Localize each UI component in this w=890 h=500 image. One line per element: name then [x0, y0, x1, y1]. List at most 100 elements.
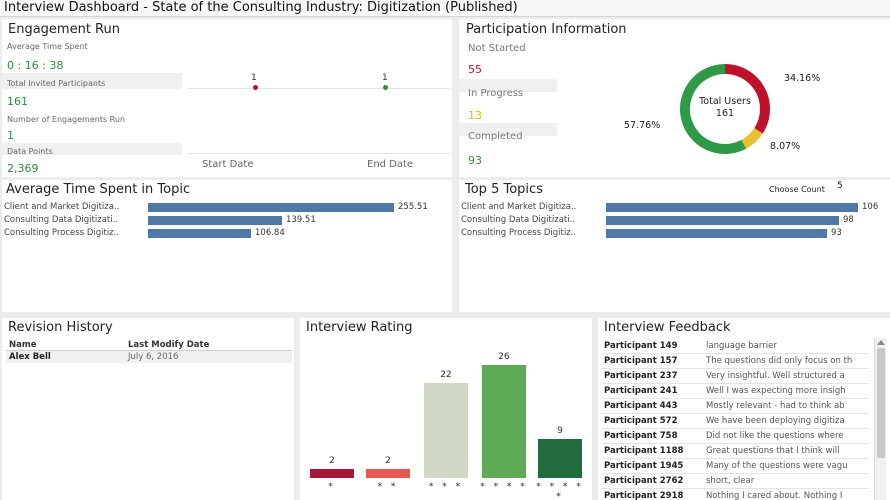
feedback-text: Did not like the questions where [706, 431, 844, 441]
start-date-label: Start Date [202, 159, 254, 170]
feedback-row[interactable]: Participant 237 Very insightful. Well str… [602, 369, 868, 384]
topic-bar-value: 139.51 [286, 215, 316, 225]
avg-time-topic-panel: Average Time Spent in Topic Client and M… [2, 180, 452, 312]
feedback-participant: Participant 1188 [604, 446, 684, 456]
rating-bar-value: 22 [440, 370, 452, 380]
rating-bar[interactable] [310, 469, 354, 478]
rating-category-label: * * * * [480, 482, 528, 492]
scrollbar-thumb[interactable] [877, 348, 885, 458]
feedback-participant: Participant 572 [604, 416, 678, 426]
feedback-text: Well I was expecting more insigh [706, 386, 846, 396]
revision-row-date: July 6, 2016 [128, 352, 179, 362]
revision-history-title: Revision History [8, 320, 113, 335]
feedback-row[interactable]: Participant 241 Well I was expecting more… [602, 384, 868, 399]
revision-history-panel: Revision History Name Last Modify Date A… [2, 318, 294, 500]
feedback-text: language barrier [706, 341, 777, 351]
rating-bar[interactable] [538, 439, 582, 478]
rating-bar-value: 9 [557, 426, 563, 436]
feedback-row[interactable]: Participant 2918 Nothing I cared about. N… [602, 489, 868, 500]
not-started-value: 55 [468, 63, 482, 76]
feedback-scrollbar[interactable] [874, 338, 886, 500]
feedback-participant: Participant 443 [604, 401, 678, 411]
choose-count-value[interactable]: 5 [837, 181, 843, 191]
topic-bar[interactable] [606, 203, 858, 212]
revision-col-name: Name [9, 340, 37, 350]
avg-time-topic-title: Average Time Spent in Topic [6, 182, 191, 197]
topic-bar[interactable] [148, 216, 282, 225]
interview-feedback-title: Interview Feedback [604, 320, 731, 335]
scrollbar-up-arrow[interactable] [877, 340, 885, 345]
engagements-value: 1 [7, 129, 14, 142]
slice-label-in-progress: 8.07% [770, 141, 801, 152]
topic-category-label: Consulting Data Digitizati.. [461, 215, 576, 225]
invited-label: Total Invited Participants [7, 79, 106, 88]
choose-count-label: Choose Count [769, 185, 825, 194]
engagement-run-panel: Engagement Run Average Time Spent 0 : 16… [2, 19, 452, 177]
participation-panel: Participation Information Not Started 55… [459, 19, 890, 177]
topic-bar[interactable] [148, 203, 394, 212]
revision-row-name: Alex Bell [9, 352, 51, 362]
top-topics-panel: Top 5 Topics Choose Count 5 Client and M… [459, 180, 890, 312]
feedback-text: Very insightful. Well structured a [706, 371, 845, 381]
completed-value: 93 [468, 154, 482, 167]
feedback-participant: Participant 2918 [604, 491, 684, 500]
top-topics-title: Top 5 Topics [465, 182, 543, 197]
feedback-row[interactable]: Participant 1188 Great questions that I t… [602, 444, 868, 459]
feedback-participant: Participant 149 [604, 341, 678, 351]
interview-rating-panel: Interview Rating 2 * 2 * * 22 * * * 26 * * * * 9… [300, 318, 592, 500]
timeline-baseline-lower [188, 153, 450, 154]
feedback-participant: Participant 157 [604, 356, 678, 366]
feedback-row[interactable]: Participant 149 language barrier [602, 339, 868, 354]
donut-center-value: 161 [715, 108, 735, 119]
feedback-text: short, clear [706, 476, 755, 486]
rating-bar-value: 2 [385, 456, 391, 466]
slice-label-completed: 57.76% [624, 120, 661, 131]
rating-bar-value: 2 [329, 456, 335, 466]
end-count: 1 [382, 73, 388, 83]
interview-rating-title: Interview Rating [306, 320, 413, 335]
topic-bar-value: 255.51 [398, 202, 428, 212]
feedback-participant: Participant 758 [604, 431, 678, 441]
start-count: 1 [251, 73, 257, 83]
engagement-run-title: Engagement Run [8, 22, 120, 37]
feedback-text: Many of the questions were vagu [706, 461, 848, 471]
donut-center-label: Total Users [699, 96, 751, 107]
topic-category-label: Consulting Process Digitiz.. [4, 228, 120, 238]
topic-bar[interactable] [606, 216, 839, 225]
rating-bar[interactable] [482, 365, 526, 478]
feedback-row[interactable]: Participant 1945 Many of the questions we… [602, 459, 868, 474]
feedback-text: Great questions that I think will [706, 446, 840, 456]
participation-donut [671, 59, 779, 159]
feedback-row[interactable]: Participant 2762 short, clear [602, 474, 868, 489]
topic-bar-value: 98 [843, 215, 854, 225]
in-progress-value: 13 [468, 109, 482, 122]
engagements-label: Number of Engagements Run [7, 115, 126, 124]
feedback-text: Mostly relevant - had to think ab [706, 401, 845, 411]
rating-bar[interactable] [424, 383, 468, 478]
feedback-text: We have been deploying digitiza [706, 416, 845, 426]
feedback-participant: Participant 237 [604, 371, 678, 381]
avg-time-label: Average Time Spent [7, 42, 88, 51]
topic-bar-value: 106.84 [255, 228, 285, 238]
topic-bar[interactable] [606, 229, 827, 238]
rating-bar[interactable] [366, 469, 410, 478]
rating-category-label: * * * * * [536, 482, 584, 500]
feedback-participant: Participant 1945 [604, 461, 684, 471]
feedback-text: The questions did only focus on th [706, 356, 853, 366]
donut-slice[interactable] [671, 59, 779, 159]
feedback-participant: Participant 2762 [604, 476, 684, 486]
feedback-row[interactable]: Participant 443 Mostly relevant - had to … [602, 399, 868, 414]
window-title: Interview Dashboard - State of the Consu… [0, 0, 890, 17]
not-started-label: Not Started [468, 43, 526, 54]
in-progress-label: In Progress [468, 88, 524, 99]
end-date-label: End Date [367, 159, 414, 170]
participation-title: Participation Information [466, 22, 627, 37]
rating-category-label: * [328, 482, 336, 492]
rating-category-label: * * [377, 482, 399, 492]
feedback-participant: Participant 241 [604, 386, 678, 396]
feedback-row[interactable]: Participant 758 Did not like the question… [602, 429, 868, 444]
topic-bar[interactable] [148, 229, 251, 238]
feedback-row[interactable]: Participant 157 The questions did only fo… [602, 354, 868, 369]
feedback-row[interactable]: Participant 572 We have been deploying di… [602, 414, 868, 429]
rating-bar-value: 26 [498, 352, 510, 362]
